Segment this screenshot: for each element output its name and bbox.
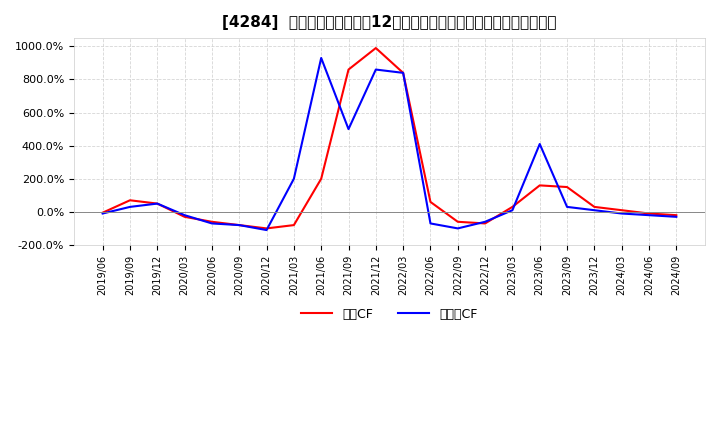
フリーCF: [126, 204, 135, 209]
Line: 営業CF: 営業CF: [103, 48, 676, 228]
フリーCF: [590, 208, 599, 213]
営業CF: [481, 221, 490, 226]
フリーCF: [672, 214, 680, 220]
フリーCF: [454, 226, 462, 231]
フリーCF: [317, 55, 325, 61]
営業CF: [426, 199, 435, 205]
フリーCF: [617, 211, 626, 216]
営業CF: [536, 183, 544, 188]
営業CF: [372, 45, 380, 51]
営業CF: [344, 67, 353, 72]
営業CF: [180, 214, 189, 220]
Legend: 営業CF, フリーCF: 営業CF, フリーCF: [296, 303, 483, 326]
フリーCF: [99, 211, 107, 216]
営業CF: [590, 204, 599, 209]
フリーCF: [207, 221, 216, 226]
営業CF: [563, 184, 572, 190]
フリーCF: [344, 126, 353, 132]
フリーCF: [536, 141, 544, 147]
営業CF: [617, 208, 626, 213]
フリーCF: [153, 201, 161, 206]
フリーCF: [508, 208, 517, 213]
フリーCF: [426, 221, 435, 226]
フリーCF: [563, 204, 572, 209]
営業CF: [399, 70, 408, 76]
営業CF: [207, 219, 216, 224]
フリーCF: [399, 70, 408, 76]
フリーCF: [481, 219, 490, 224]
フリーCF: [262, 227, 271, 233]
営業CF: [262, 226, 271, 231]
営業CF: [289, 223, 298, 228]
フリーCF: [289, 176, 298, 181]
フリーCF: [235, 223, 243, 228]
営業CF: [153, 201, 161, 206]
営業CF: [672, 213, 680, 218]
フリーCF: [180, 213, 189, 218]
営業CF: [126, 198, 135, 203]
Line: フリーCF: フリーCF: [103, 58, 676, 230]
営業CF: [508, 204, 517, 209]
営業CF: [644, 211, 653, 216]
営業CF: [235, 223, 243, 228]
フリーCF: [644, 213, 653, 218]
営業CF: [454, 219, 462, 224]
営業CF: [317, 176, 325, 181]
フリーCF: [372, 67, 380, 72]
営業CF: [99, 210, 107, 215]
Title: [4284]  キャッシュフローの12か月移動合計の対前年同期増減率の推移: [4284] キャッシュフローの12か月移動合計の対前年同期増減率の推移: [222, 15, 557, 30]
